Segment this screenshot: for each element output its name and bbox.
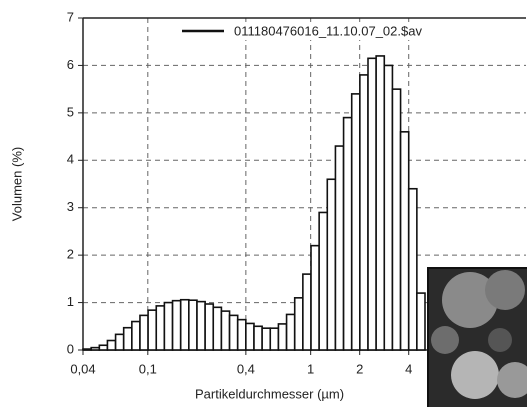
bar	[147, 309, 158, 351]
bar	[139, 314, 149, 351]
bar	[399, 131, 410, 351]
bar	[293, 297, 304, 351]
inset-photo	[427, 267, 527, 407]
bar	[106, 339, 117, 351]
y-tick-label: 0	[67, 341, 74, 356]
particle	[497, 362, 527, 398]
particle	[431, 326, 459, 354]
bar	[310, 244, 320, 351]
x-axis-label: Partikeldurchmesser (µm)	[195, 386, 344, 401]
bar	[122, 326, 133, 351]
y-tick-label: 3	[67, 199, 74, 214]
bar	[196, 300, 206, 351]
bar	[383, 64, 394, 351]
x-tick-label: 0,04	[70, 361, 95, 376]
y-tick-label: 7	[67, 9, 74, 24]
bar	[245, 322, 255, 351]
particle	[442, 272, 498, 328]
bar	[90, 346, 101, 351]
bar	[359, 74, 369, 351]
particle	[451, 351, 499, 399]
bar	[302, 273, 312, 351]
bar	[114, 333, 125, 351]
x-tick-label: 4	[405, 361, 412, 376]
bar	[342, 116, 353, 351]
bar	[318, 211, 329, 351]
bar	[326, 178, 337, 351]
bar	[367, 57, 377, 351]
bar	[269, 327, 280, 351]
bar	[416, 292, 426, 351]
bar	[220, 310, 231, 351]
particle	[488, 328, 512, 352]
bar	[163, 301, 174, 351]
legend-bg	[230, 22, 527, 40]
bar	[285, 313, 296, 351]
bar	[171, 299, 182, 351]
bar	[188, 299, 198, 351]
bar	[179, 298, 190, 351]
y-tick-label: 1	[67, 294, 74, 309]
x-tick-label: 1	[307, 361, 314, 376]
y-tick-label: 6	[67, 57, 74, 72]
bar	[204, 303, 215, 351]
bar	[391, 88, 402, 351]
bar	[407, 187, 418, 351]
y-tick-label: 2	[67, 247, 74, 262]
y-axis-label: Volumen (%)	[9, 147, 24, 221]
bar	[228, 314, 239, 351]
y-tick-label: 4	[67, 152, 74, 167]
bar	[253, 325, 263, 351]
y-tick-label: 5	[67, 104, 74, 119]
bar	[236, 318, 247, 351]
particle	[485, 270, 525, 310]
legend-label: 011180476016_11.10.07_02.$av	[234, 23, 422, 38]
bar	[350, 93, 361, 351]
bar	[334, 145, 345, 351]
bar	[212, 306, 223, 351]
bar	[277, 323, 288, 351]
bar	[375, 55, 386, 351]
bar	[261, 327, 272, 351]
x-tick-label: 2	[356, 361, 363, 376]
x-tick-label: 0,4	[237, 361, 255, 376]
bar	[155, 305, 166, 351]
bar	[131, 320, 141, 351]
x-tick-label: 0,1	[139, 361, 157, 376]
bar	[98, 344, 109, 351]
bar	[82, 348, 92, 351]
